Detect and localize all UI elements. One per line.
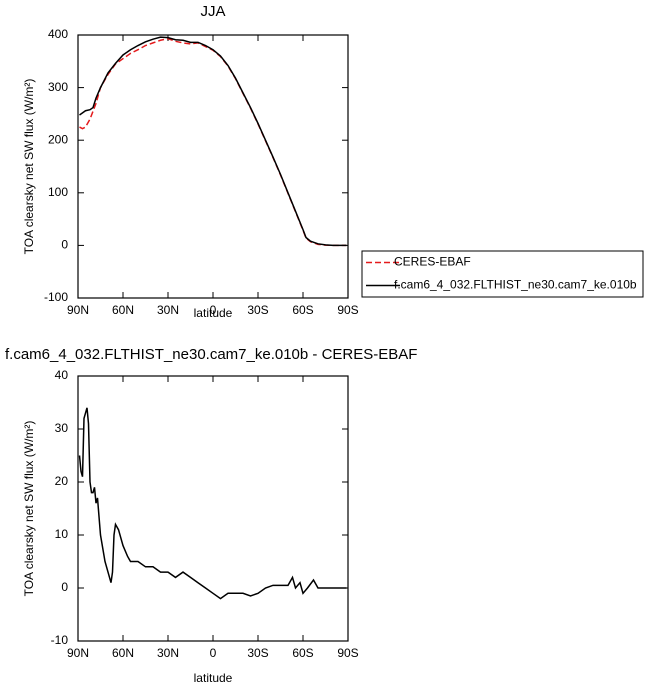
- plot-frame: [77, 375, 349, 642]
- y-tick-label: 400: [48, 27, 68, 41]
- y-axis-label: TOA clearsky net SW flux (W/m²): [22, 79, 36, 255]
- legend-label: f.cam6_4_032.FLTHIST_ne30.cam7_ke.010b: [394, 278, 637, 292]
- x-axis-label: latitude: [194, 671, 233, 685]
- y-axis-label: TOA clearsky net SW flux (W/m²): [22, 421, 36, 597]
- x-tick-label: 90N: [67, 646, 89, 660]
- x-tick-label: 60S: [292, 303, 313, 317]
- legend-box: [361, 250, 644, 298]
- x-tick-label: 90S: [337, 303, 358, 317]
- x-tick-label: 30N: [157, 303, 179, 317]
- x-tick-label: 90S: [337, 646, 358, 660]
- y-tick-label: 0: [61, 238, 68, 252]
- x-tick-label: 30S: [247, 303, 268, 317]
- x-tick-label: 60N: [112, 303, 134, 317]
- y-tick-label: 0: [61, 580, 68, 594]
- data-line: [79, 36, 347, 247]
- y-tick-label: 10: [55, 527, 69, 541]
- x-tick-label: 30S: [247, 646, 268, 660]
- x-tick-label: 60N: [112, 646, 134, 660]
- chart-title: f.cam6_4_032.FLTHIST_ne30.cam7_ke.010b -…: [5, 346, 417, 363]
- x-axis-label: latitude: [194, 306, 233, 320]
- plot-frame: [77, 34, 349, 299]
- y-tick-label: 200: [48, 132, 68, 146]
- x-tick-label: 90N: [67, 303, 89, 317]
- y-tick-label: -100: [44, 290, 68, 304]
- x-tick-label: 60S: [292, 646, 313, 660]
- chart-title: JJA: [200, 3, 225, 20]
- data-line: [78, 407, 347, 600]
- x-tick-label: 0: [210, 646, 217, 660]
- legend-label: CERES-EBAF: [394, 255, 471, 269]
- y-tick-label: 30: [55, 421, 69, 435]
- y-tick-label: 40: [55, 368, 69, 382]
- y-tick-label: 20: [55, 474, 69, 488]
- data-line: [79, 37, 347, 247]
- y-tick-label: -10: [51, 633, 69, 647]
- x-tick-label: 30N: [157, 646, 179, 660]
- x-tick-label: 0: [210, 303, 217, 317]
- y-tick-label: 300: [48, 80, 68, 94]
- y-tick-label: 100: [48, 185, 68, 199]
